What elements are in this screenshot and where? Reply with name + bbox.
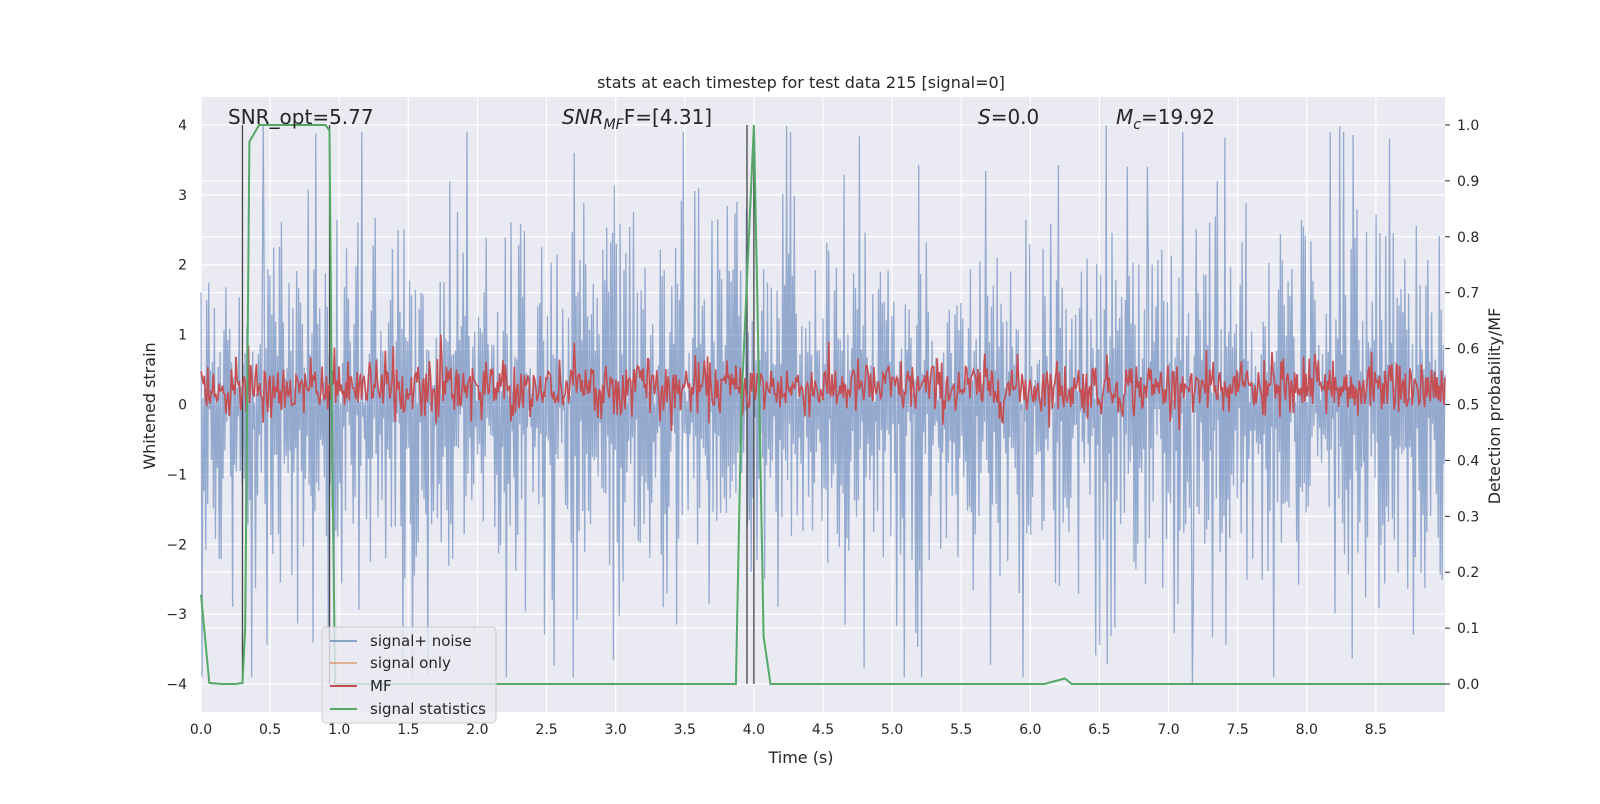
legend-box <box>321 626 497 724</box>
y-left-tick-label: −4 <box>166 677 187 693</box>
y-right-tick-label: 0.2 <box>1457 565 1479 581</box>
y-left-tick-label: −3 <box>166 607 187 623</box>
y-right-tick-label: 0.4 <box>1457 453 1479 469</box>
x-tick-label: 3.0 <box>605 722 627 738</box>
y-right-tick-label: 0.6 <box>1457 342 1479 358</box>
signal-noise-line <box>200 124 1446 685</box>
y-right-tick-label: 0.1 <box>1457 621 1479 637</box>
x-tick-label: 2.5 <box>535 722 557 738</box>
y-axis-left-label: Whitened strain <box>140 342 159 469</box>
annotation-snr-mf-sub: MF <box>604 117 625 133</box>
chart-title: stats at each timestep for test data 215… <box>597 73 1005 92</box>
annotation-mc-main: M <box>1116 105 1133 129</box>
annotation-mc-rest: =19.92 <box>1141 105 1215 129</box>
annotation-snr-mf-rest: F=[4.31] <box>624 105 712 129</box>
annotation-mc-sub: c <box>1133 117 1141 133</box>
y-axis-right-label: Detection probability/MF <box>1485 308 1504 505</box>
x-tick-label: 7.0 <box>1157 722 1179 738</box>
x-tick-label: 2.0 <box>466 722 488 738</box>
x-tick-label: 8.5 <box>1365 722 1387 738</box>
y-left-tick-label: 0 <box>178 398 187 414</box>
annotation-snr-mf-main: SNR <box>562 105 604 129</box>
y-left-tick-label: 3 <box>178 188 187 204</box>
y-right-tick-label: 1.0 <box>1457 118 1479 134</box>
legend-label-signal-statistics: signal statistics <box>370 700 486 718</box>
y-right-tick-label: 0.7 <box>1457 286 1479 302</box>
x-tick-label: 4.5 <box>812 722 834 738</box>
annotation-snr-opt: SNR_opt=5.77 <box>228 105 374 129</box>
series-signal-statistics <box>200 124 1445 685</box>
x-tick-label: 6.5 <box>1088 722 1110 738</box>
y-left-tick-label: 4 <box>178 118 187 134</box>
y-left-tick-label: 1 <box>178 328 187 344</box>
x-tick-label: 6.0 <box>1019 722 1041 738</box>
x-tick-label: 5.5 <box>950 722 972 738</box>
annotation-snr-mf: SNRMFF=[4.31] <box>562 105 712 133</box>
y-right-tick-label: 0.5 <box>1457 398 1479 414</box>
x-tick-label: 7.5 <box>1227 722 1249 738</box>
y-left-tick-label: −2 <box>166 537 187 553</box>
x-tick-label: 0.5 <box>259 722 281 738</box>
series-mf <box>200 334 1446 432</box>
legend-label-signal-noise: signal+ noise <box>370 632 472 650</box>
series-signal-noise <box>200 124 1446 685</box>
y-right-tick-label: 0.9 <box>1457 174 1479 190</box>
x-tick-label: 0.0 <box>190 722 212 738</box>
x-tick-label: 8.0 <box>1296 722 1318 738</box>
x-tick-label: 3.5 <box>674 722 696 738</box>
legend-label-mf: MF <box>370 677 392 695</box>
signal-statistics-line <box>200 124 1445 685</box>
annotation-s-main: S <box>978 105 991 129</box>
mf-line <box>200 334 1446 432</box>
y-left-tick-label: 2 <box>178 258 187 274</box>
y-right-tick-label: 0.3 <box>1457 509 1479 525</box>
y-right-tick-label: 0.0 <box>1457 677 1479 693</box>
axis-ticks: 0.0 0.5 1.0 1.5 2.0 2.5 3.0 3.5 4.0 4.5 5.0 5.5 6.0 6… <box>166 118 1479 738</box>
annotation-mc: Mc=19.92 <box>1116 105 1215 133</box>
annotation-s-rest: =0.0 <box>991 105 1040 129</box>
y-right-tick-label: 0.8 <box>1457 230 1479 246</box>
x-tick-label: 5.0 <box>881 722 903 738</box>
legend-label-signal-only: signal only <box>370 654 451 672</box>
y-left-tick-label: −1 <box>166 467 187 483</box>
x-tick-label: 1.0 <box>328 722 350 738</box>
x-axis-label: Time (s) <box>767 748 833 767</box>
annotation-s: S=0.0 <box>978 105 1039 129</box>
x-tick-label: 4.0 <box>743 722 765 738</box>
legend: signal+ noise signal only MF signal stat… <box>321 626 497 724</box>
x-tick-label: 1.5 <box>397 722 419 738</box>
